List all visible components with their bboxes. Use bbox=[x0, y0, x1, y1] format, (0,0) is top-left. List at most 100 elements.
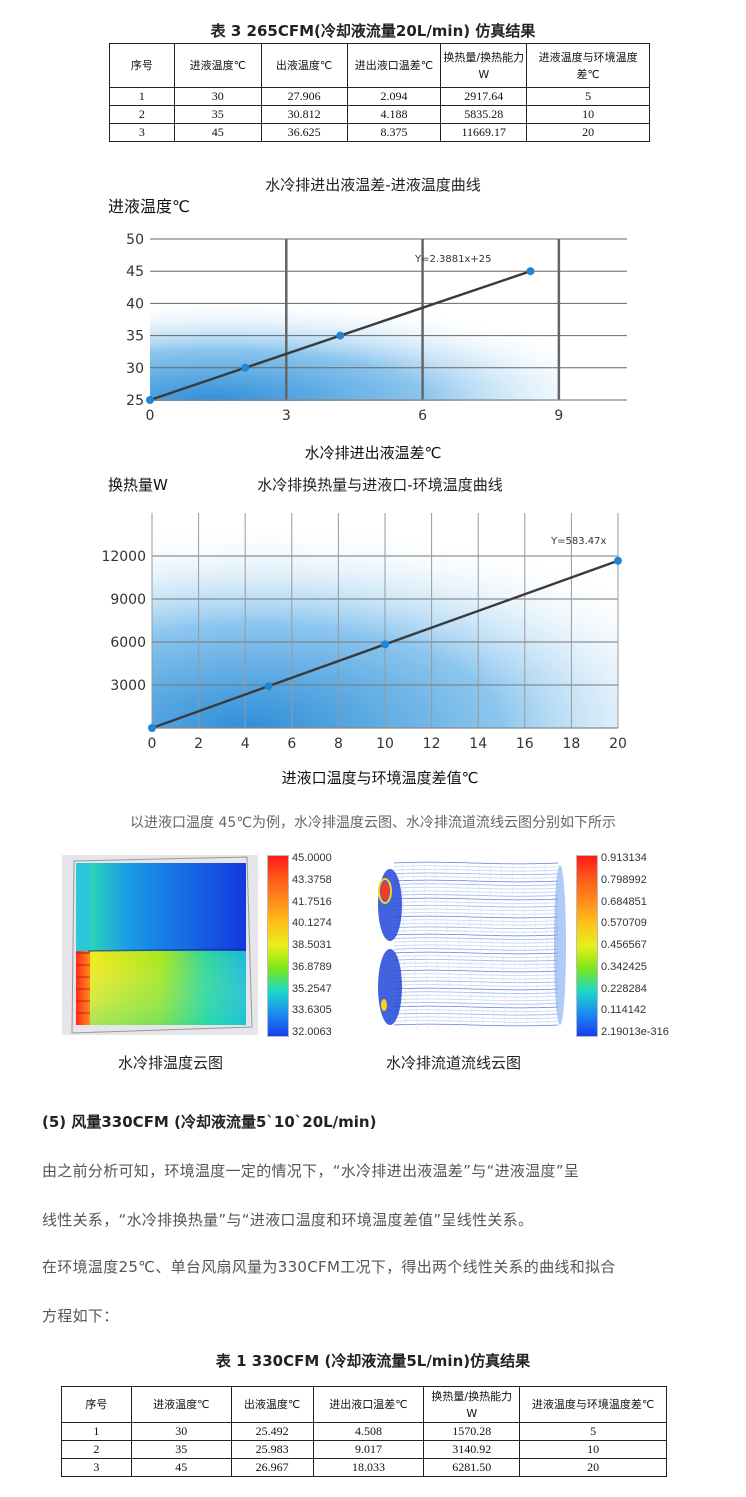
x-tick-label: 6 bbox=[418, 408, 427, 424]
x-tick-label: 14 bbox=[469, 736, 487, 752]
table-cell: 30 bbox=[130, 1422, 232, 1441]
legend-label: 32.0063 bbox=[292, 1026, 332, 1038]
legend-label: 45.0000 bbox=[292, 852, 332, 864]
data-point bbox=[241, 363, 250, 372]
table-cell: 11669.17 bbox=[440, 123, 528, 142]
section5-para1-line2: 线性关系，“水冷排换热量”与“进液口温度和环境温度差值”呈线性关系。 bbox=[42, 1211, 534, 1229]
table-cell: 36.625 bbox=[260, 123, 348, 142]
table-cell: 25.983 bbox=[230, 1440, 314, 1459]
chart1: 水冷排进出液温差-进液温度曲线 进液温度℃ 水冷排进出液温差℃ 25303540… bbox=[108, 176, 627, 462]
legend-label: 0.342425 bbox=[601, 960, 647, 973]
table1-header-cell: 序号 bbox=[61, 1386, 132, 1423]
flow-legend-colorbar bbox=[576, 855, 598, 1037]
y-tick-label: 9000 bbox=[110, 592, 146, 608]
table-cell: 27.906 bbox=[260, 87, 348, 106]
legend-label: 36.8789 bbox=[292, 960, 332, 973]
series-line bbox=[151, 559, 619, 730]
data-point bbox=[614, 556, 622, 565]
table-cell: 20 bbox=[519, 1458, 667, 1477]
legend-label: 41.7516 bbox=[292, 895, 332, 908]
section5-para1-line1: 由之前分析可知，环境温度一定的情况下，“水冷排进出液温差”与“进液温度”呈 bbox=[42, 1162, 580, 1180]
chart1-equation: Y=2.3881x+25 bbox=[414, 254, 492, 265]
y-tick-label: 3000 bbox=[110, 678, 146, 694]
table1-header-cell: 出液温度℃ bbox=[230, 1386, 314, 1423]
legend-label: 0.913134 bbox=[601, 852, 647, 864]
table-cell: 35 bbox=[130, 1440, 232, 1459]
table-cell: 5 bbox=[526, 87, 650, 106]
table-cell: 45 bbox=[130, 1458, 232, 1477]
legend-label: 35.2547 bbox=[292, 982, 332, 995]
table-row: 3 45 36.625 8.375 11669.17 20 bbox=[109, 123, 650, 142]
flow-contour-image bbox=[372, 855, 572, 1035]
table-cell: 35 bbox=[173, 105, 262, 124]
x-tick-label: 4 bbox=[241, 736, 250, 752]
legend-label: 38.5031 bbox=[292, 939, 332, 951]
temp-contour-image bbox=[62, 855, 258, 1035]
legend-label: 33.6305 bbox=[292, 1004, 332, 1017]
table-cell: 10 bbox=[519, 1440, 667, 1459]
table-cell: 25.492 bbox=[230, 1422, 314, 1441]
y-tick-label: 25 bbox=[126, 393, 144, 409]
table-cell: 20 bbox=[526, 123, 650, 142]
data-point bbox=[148, 724, 156, 732]
table-cell: 1570.28 bbox=[423, 1422, 521, 1441]
table1-header-cell: 换热量/换热能力 W bbox=[423, 1386, 521, 1423]
chart1-shade bbox=[150, 298, 560, 401]
x-tick-label: 9 bbox=[554, 408, 563, 424]
temp-legend-colorbar bbox=[267, 855, 289, 1037]
data-point bbox=[336, 331, 345, 340]
table3-header-cell: 进液温度与环境温度差℃ bbox=[526, 43, 650, 88]
table1-caption: 表 1 330CFM (冷却液流量5L/min)仿真结果 bbox=[215, 1352, 531, 1370]
table-cell: 9.017 bbox=[312, 1440, 425, 1459]
table-row: 2 35 30.812 4.188 5835.28 10 bbox=[109, 105, 650, 124]
x-tick-label: 6 bbox=[287, 736, 296, 752]
series-line bbox=[149, 270, 531, 402]
table-cell: 5835.28 bbox=[440, 105, 528, 124]
table-cell: 1 bbox=[109, 87, 175, 106]
table-row: 1 30 25.492 4.508 1570.28 5 bbox=[61, 1422, 667, 1441]
section5-para2-line1: 在环境温度25℃、单台风扇风量为330CFM工况下，得出两个线性关系的曲线和拟合 bbox=[42, 1258, 616, 1276]
y-tick-label: 45 bbox=[126, 264, 144, 280]
table-cell: 30 bbox=[173, 87, 262, 106]
legend-label: 2.19013e-316 bbox=[601, 1026, 669, 1038]
table-cell: 2 bbox=[61, 1440, 132, 1459]
x-tick-label: 12 bbox=[423, 736, 441, 752]
data-point bbox=[381, 640, 389, 649]
table-cell: 4.188 bbox=[346, 105, 442, 124]
intro-text: 以进液口温度 45℃为例，水冷排温度云图、水冷排流道流线云图分别如下所示 bbox=[130, 815, 616, 831]
y-tick-label: 35 bbox=[126, 329, 144, 345]
data-point bbox=[264, 682, 273, 691]
y-tick-label: 40 bbox=[126, 296, 144, 312]
table-cell: 10 bbox=[526, 105, 650, 124]
table-cell: 4.508 bbox=[312, 1422, 425, 1441]
table-row: 3 45 26.967 18.033 6281.50 20 bbox=[61, 1458, 667, 1477]
x-tick-label: 20 bbox=[609, 736, 627, 752]
y-tick-label: 12000 bbox=[101, 549, 146, 565]
y-tick-label: 6000 bbox=[110, 635, 146, 651]
chart1-title: 水冷排进出液温差-进液温度曲线 bbox=[265, 176, 480, 194]
table-cell: 3 bbox=[109, 123, 175, 142]
x-tick-label: 8 bbox=[334, 736, 343, 752]
chart2-xlabel: 进液口温度与环境温度差值℃ bbox=[282, 769, 479, 787]
table3-header-cell: 进液温度℃ bbox=[173, 43, 262, 88]
table3-header-cell: 换热量/换热能力 W bbox=[440, 43, 528, 88]
legend-label: 0.570709 bbox=[601, 917, 647, 930]
chart1-series bbox=[146, 267, 535, 404]
table3-header-cell: 进出液口温差℃ bbox=[346, 43, 442, 88]
table-cell: 2.094 bbox=[346, 87, 442, 106]
table1: 序号 进液温度℃ 出液温度℃ 进出液口温差℃ 换热量/换热能力 W 进液温度与环… bbox=[61, 1386, 667, 1477]
x-tick-label: 18 bbox=[562, 736, 580, 752]
table1-header-cell: 进液温度与环境温度差℃ bbox=[519, 1386, 667, 1423]
chart2-axis-labels: 3000 6000 9000 12000 0 2 4 6 8 10 12 14 16 18 20 bbox=[101, 549, 626, 752]
chart2-title: 水冷排换热量与进液口-环境温度曲线 bbox=[257, 476, 502, 494]
x-tick-label: 0 bbox=[146, 408, 155, 424]
chart1-axis-labels: 25 30 35 40 45 50 0 3 6 9 bbox=[126, 232, 563, 424]
legend-label: 0.114142 bbox=[601, 1004, 647, 1017]
chart1-xlabel: 水冷排进出液温差℃ bbox=[305, 444, 442, 462]
temp-contour-caption: 水冷排温度云图 bbox=[118, 1054, 224, 1072]
table-row: 1 30 27.906 2.094 2917.64 5 bbox=[109, 87, 650, 106]
legend-label: 43.3758 bbox=[292, 873, 332, 886]
legend-label: 0.684851 bbox=[601, 895, 647, 908]
chart2-equation: Y=583.47x bbox=[550, 536, 606, 547]
data-point bbox=[526, 267, 535, 276]
